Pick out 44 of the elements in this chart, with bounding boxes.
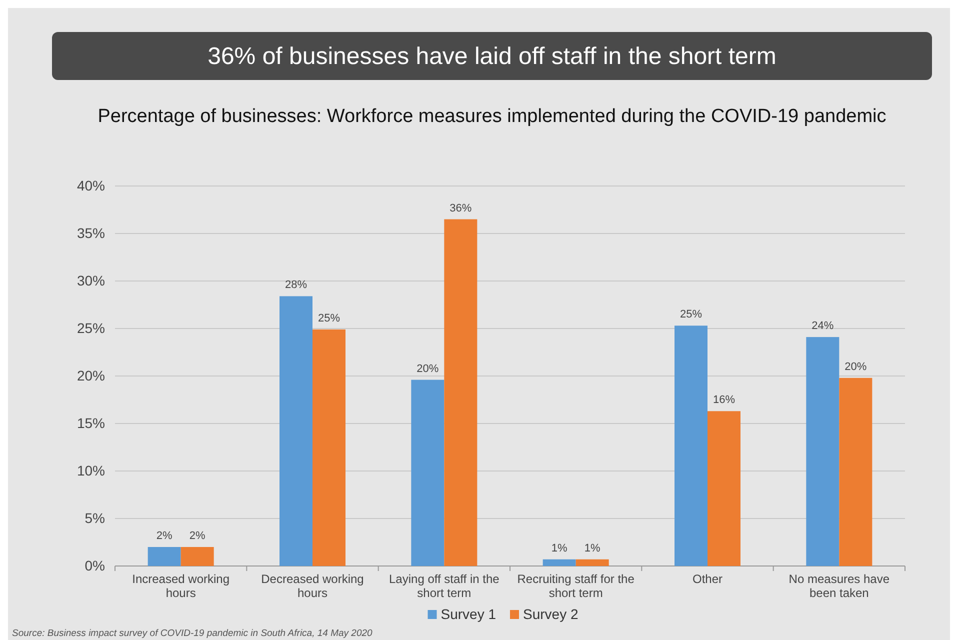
bar [839, 378, 872, 566]
y-tick-label: 35% [76, 224, 105, 241]
x-tick-label: Laying off staff in the short term [389, 572, 500, 600]
y-tick-label: 0% [84, 557, 105, 574]
data-label: 28% [284, 279, 308, 292]
bar [576, 559, 609, 566]
data-label: 16% [712, 394, 736, 406]
y-tick-label: 20% [76, 367, 105, 384]
y-tick-label: 5% [84, 510, 105, 526]
bar [280, 296, 312, 566]
x-tick-label: Recruiting staff for the short term [517, 572, 635, 600]
legend-label: Survey 2 [523, 606, 578, 622]
data-label: 1% [584, 542, 600, 554]
chart-title: 36% of businesses have laid off staff in the short term [208, 43, 776, 70]
source-note: Source: Business impact survey of COVID-19 pandemic in South Africa, 14 May 2020 [12, 628, 374, 639]
data-label: 36% [450, 202, 472, 214]
y-tick-label: 40% [76, 177, 105, 194]
data-label: 25% [680, 308, 702, 321]
bar [708, 411, 740, 566]
data-label: 25% [318, 312, 340, 324]
bar [180, 547, 214, 566]
data-label: 20% [416, 362, 439, 375]
x-tick-label: Other [692, 572, 723, 586]
y-tick-label: 10% [76, 462, 105, 478]
x-tick-label: No measures have been taken [788, 572, 890, 600]
bar [806, 337, 840, 566]
bar [542, 559, 576, 566]
data-label: 1% [551, 542, 568, 554]
y-tick-label: 30% [76, 272, 105, 288]
legend-label: Survey 1 [440, 606, 496, 622]
x-tick-label: Decreased working hours [261, 572, 364, 600]
data-label: 24% [812, 320, 834, 332]
bar [312, 329, 346, 566]
bar [674, 326, 708, 566]
bar [148, 547, 181, 566]
chart-subtitle: Percentage of businesses: Workforce measures implemented during the COVID-19 pandemic [98, 106, 886, 127]
data-label: 2% [156, 530, 172, 542]
data-label: 20% [844, 360, 867, 373]
bar [411, 380, 444, 566]
bar [444, 219, 478, 566]
data-label: 2% [189, 530, 206, 542]
y-tick-label: 15% [76, 414, 105, 431]
y-tick-label: 25% [76, 320, 105, 336]
x-tick-label: Increased working hours [132, 572, 230, 600]
